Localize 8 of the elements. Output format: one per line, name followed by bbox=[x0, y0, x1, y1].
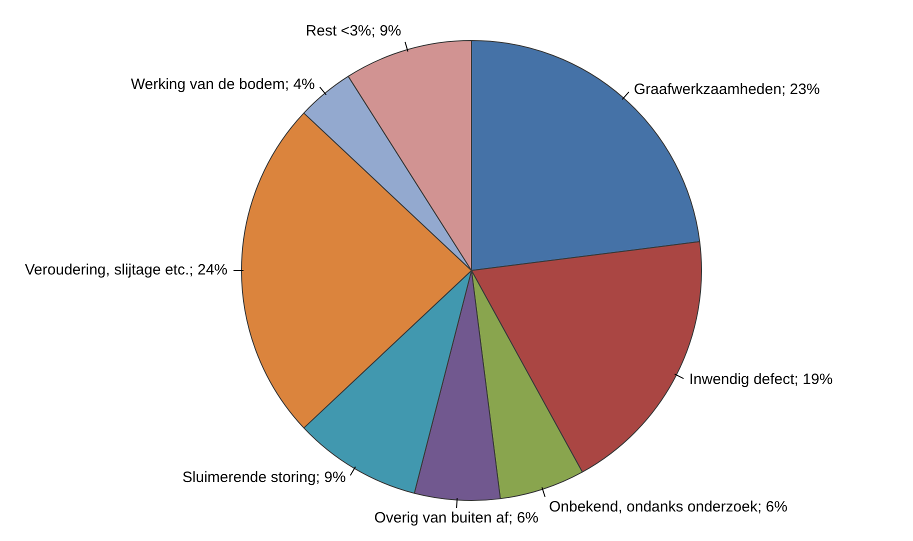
slice-label: Sluimerende storing; 9% bbox=[182, 469, 346, 486]
slice-label: Graafwerkzaamheden; 23% bbox=[634, 80, 820, 98]
slice-label: Veroudering, slijtage etc.; 24% bbox=[24, 262, 228, 279]
slice-label: Inwendig defect; 19% bbox=[689, 371, 833, 388]
slice-label: Rest <3%; 9% bbox=[306, 22, 402, 40]
slice-label: Onbekend, ondanks onderzoek; 6% bbox=[548, 498, 788, 516]
slice-label: Werking van de bodem; 4% bbox=[130, 76, 315, 93]
slice-label: Overig van buiten af; 6% bbox=[374, 510, 538, 527]
